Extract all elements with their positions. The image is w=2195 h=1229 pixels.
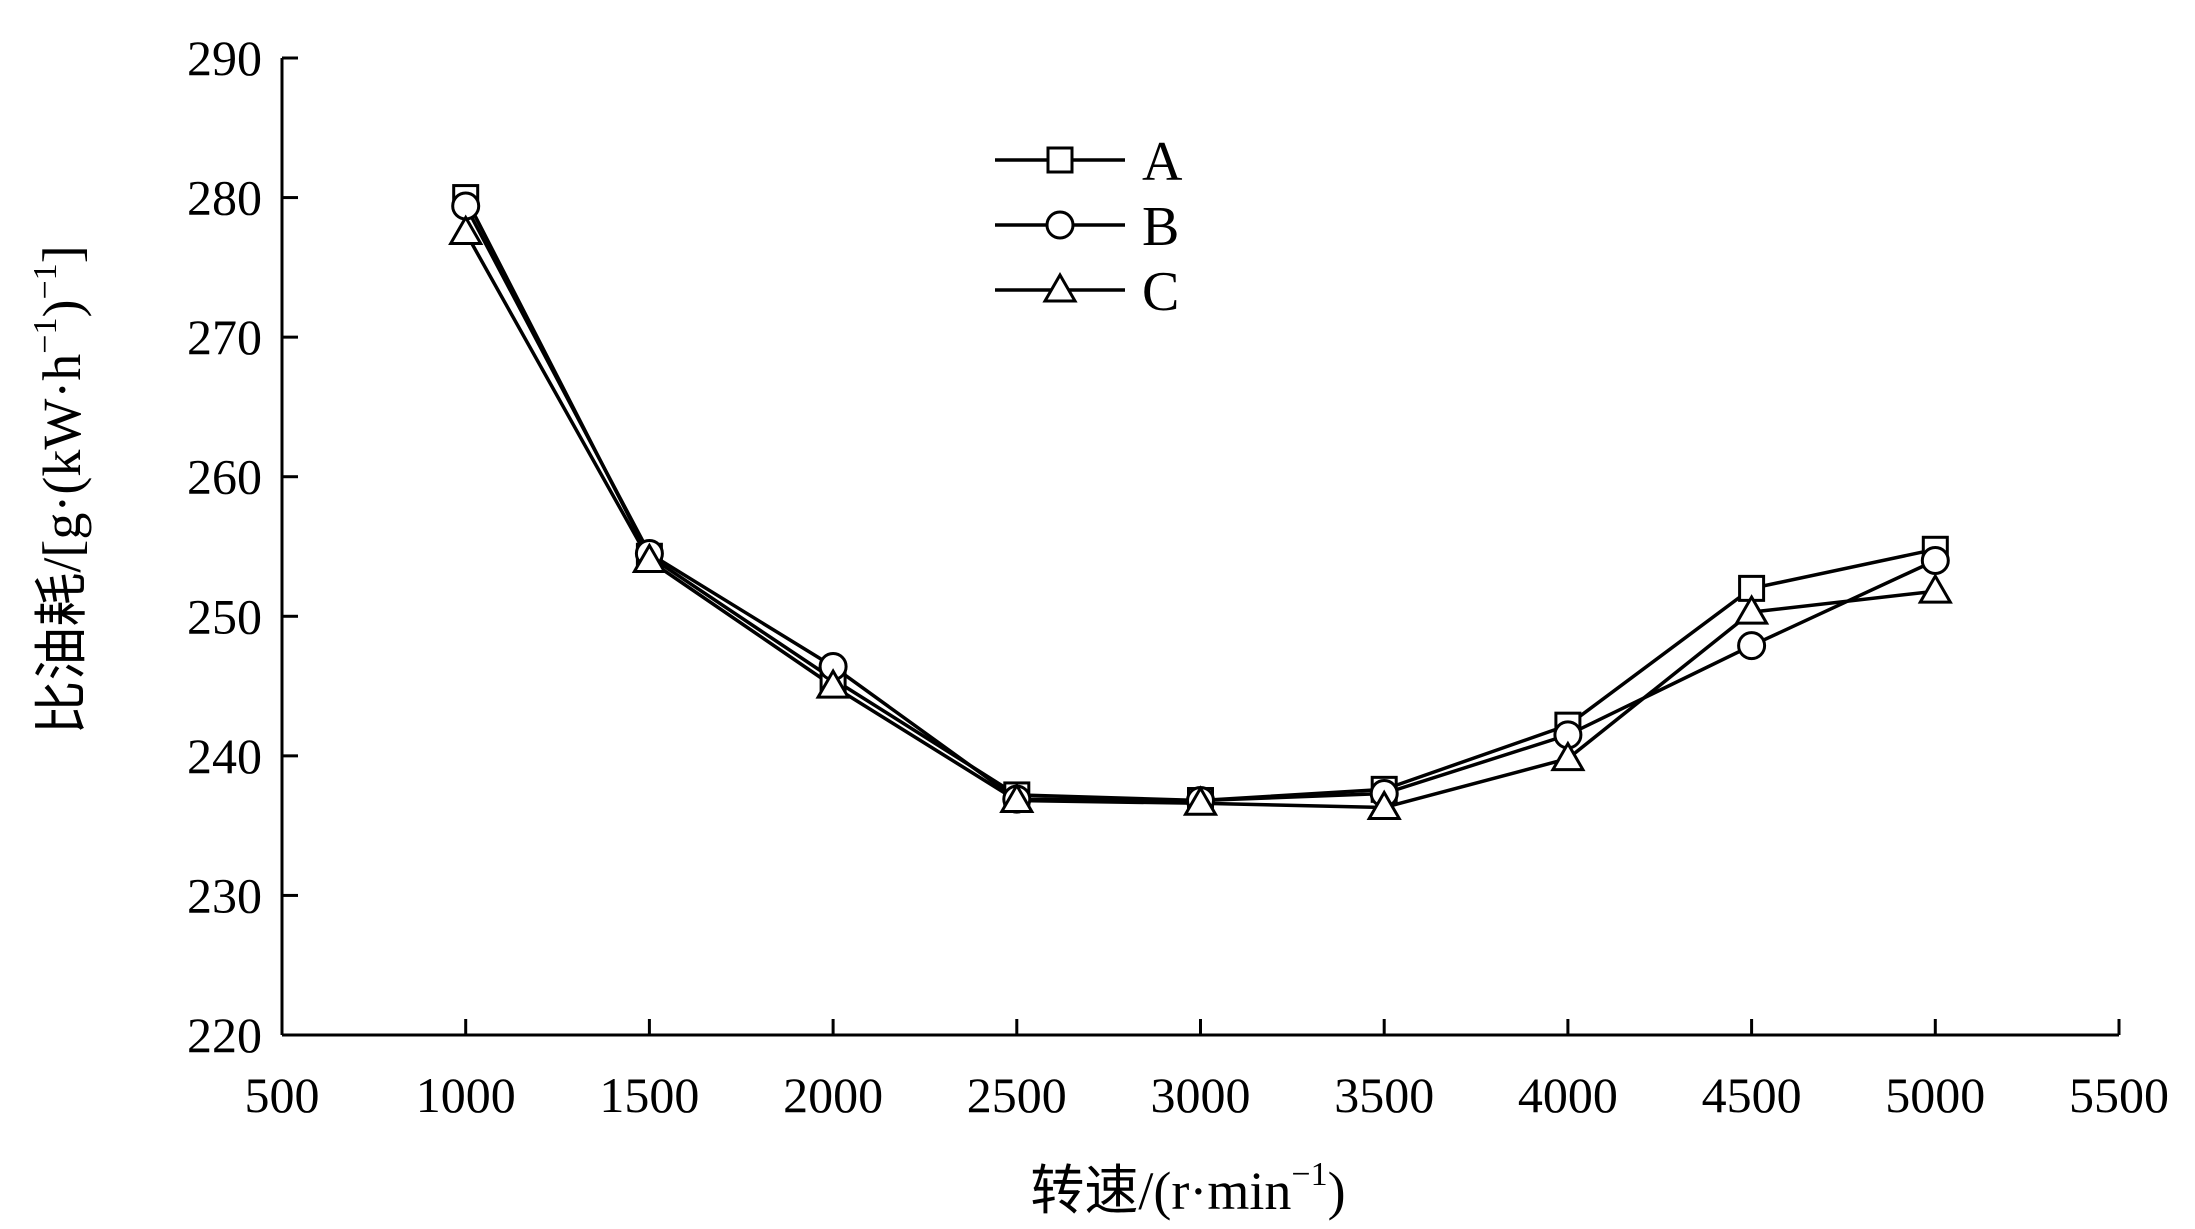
point-C-1000 xyxy=(448,214,484,245)
point-C-3500 xyxy=(1366,789,1402,820)
series-B xyxy=(464,205,1937,803)
legend-item-C: C xyxy=(995,261,1179,323)
series-A xyxy=(464,196,1936,803)
legend-label-A: A xyxy=(1142,131,1183,193)
y-tick-label-220: 220 xyxy=(187,1007,262,1063)
series-line-C xyxy=(464,231,1936,810)
series-layer xyxy=(448,184,1953,820)
y-axis-title-part-3: −1 xyxy=(27,263,64,299)
series-line-B xyxy=(464,205,1937,803)
legend-marker-B xyxy=(1045,210,1075,240)
legend-item-B: B xyxy=(995,196,1179,258)
x-tick-label-5000: 5000 xyxy=(1885,1067,1985,1123)
series-markers-A xyxy=(452,184,1949,815)
y-axis-title-part-4: ] xyxy=(32,245,92,263)
legend: ABC xyxy=(995,131,1183,323)
legend-marker-C xyxy=(1042,271,1078,303)
y-axis-title-part-0: 比油耗/[g·(kW·h xyxy=(32,354,92,735)
y-axis-title-part-2: ) xyxy=(32,300,92,318)
x-tick-label-5500: 5500 xyxy=(2069,1067,2169,1123)
x-tick-label-3000: 3000 xyxy=(1151,1067,1251,1123)
x-tick-label-1000: 1000 xyxy=(416,1067,516,1123)
legend-label-B: B xyxy=(1142,196,1179,258)
point-C-4000 xyxy=(1550,740,1586,772)
point-C-2500 xyxy=(999,782,1035,814)
x-tick-label-2000: 2000 xyxy=(783,1067,883,1123)
x-tick-label-1500: 1500 xyxy=(599,1067,699,1123)
x-axis-title: 转速/(r·min−1) xyxy=(1030,1156,1345,1221)
point-B-4500 xyxy=(1737,631,1767,661)
series-line-A xyxy=(464,196,1936,803)
x-tick-label-4000: 4000 xyxy=(1518,1067,1618,1123)
y-tick-label-290: 290 xyxy=(187,30,262,86)
axes: 500 1000 1500 2000 2500 3000 3500 4000 4500 5000 5… xyxy=(187,30,2169,1123)
point-C-5000 xyxy=(1917,573,1953,604)
legend-label-C: C xyxy=(1142,261,1179,323)
legend-item-A: A xyxy=(995,131,1183,193)
y-tick-label-230: 230 xyxy=(187,867,262,923)
y-tick-label-250: 250 xyxy=(187,588,262,644)
point-C-4500 xyxy=(1734,594,1770,625)
x-axis-title-main: 转速/(r·min xyxy=(1030,1161,1291,1221)
y-axis-title-part-1: −1 xyxy=(27,318,64,354)
point-B-5000 xyxy=(1920,545,1950,575)
point-C-3000 xyxy=(1182,785,1219,816)
x-axis-title-sup: −1 xyxy=(1291,1156,1327,1193)
x-tick-label-3500: 3500 xyxy=(1334,1067,1434,1123)
x-tick-label-4500: 4500 xyxy=(1702,1067,1802,1123)
x-tick-label-500: 500 xyxy=(245,1067,320,1123)
y-tick-label-280: 280 xyxy=(187,170,262,226)
y-axis-title: 比油耗/[g·(kW·h−1)−1] xyxy=(27,245,92,734)
x-tick-label-2500: 2500 xyxy=(967,1067,1067,1123)
y-tick-label-270: 270 xyxy=(187,309,262,365)
y-tick-label-240: 240 xyxy=(187,728,262,784)
series-C xyxy=(464,231,1936,810)
series-markers-C xyxy=(448,214,1953,820)
legend-marker-A xyxy=(1046,146,1074,174)
y-tick-label-260: 260 xyxy=(187,449,262,505)
x-axis-title-tail: ) xyxy=(1328,1161,1346,1221)
series-markers-B xyxy=(451,191,1950,816)
point-C-1500 xyxy=(631,542,667,573)
point-C-2000 xyxy=(815,668,851,699)
